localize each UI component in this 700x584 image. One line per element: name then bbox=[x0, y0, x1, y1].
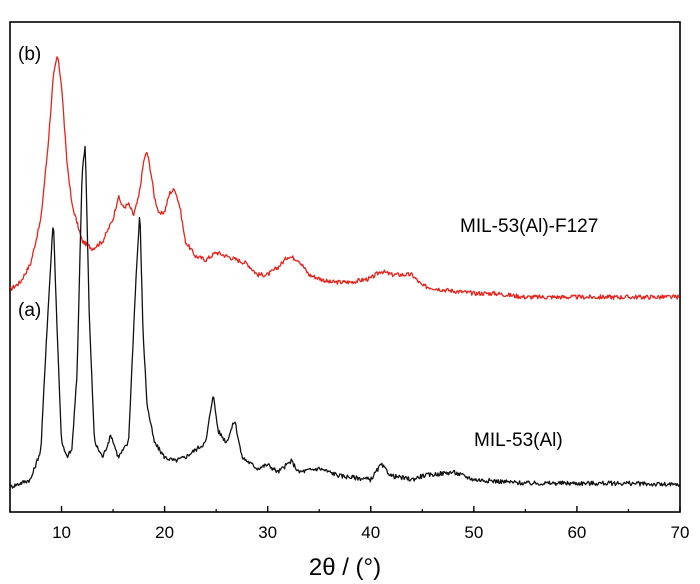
series-line-mil53-f127 bbox=[9, 56, 681, 300]
x-tick-label: 50 bbox=[464, 523, 483, 542]
x-tick-label: 40 bbox=[361, 523, 380, 542]
panel-label-a: (a) bbox=[18, 300, 41, 321]
x-axis-title: 2θ / (°) bbox=[309, 554, 381, 581]
x-axis-ticks: 10 20 30 40 50 60 70 bbox=[9, 506, 690, 542]
x-tick-label: 10 bbox=[52, 523, 71, 542]
plot-frame bbox=[9, 21, 681, 513]
x-tick-label: 20 bbox=[155, 523, 174, 542]
x-tick-label: 70 bbox=[671, 523, 690, 542]
series-line-mil53 bbox=[9, 145, 681, 489]
x-tick-label: 30 bbox=[258, 523, 277, 542]
series-group bbox=[9, 56, 681, 489]
x-tick-label: 60 bbox=[567, 523, 586, 542]
series-label-mil53: MIL-53(Al) bbox=[474, 430, 563, 451]
series-label-mil53-f127: MIL-53(Al)-F127 bbox=[460, 216, 598, 237]
panel-label-b: (b) bbox=[18, 44, 41, 65]
